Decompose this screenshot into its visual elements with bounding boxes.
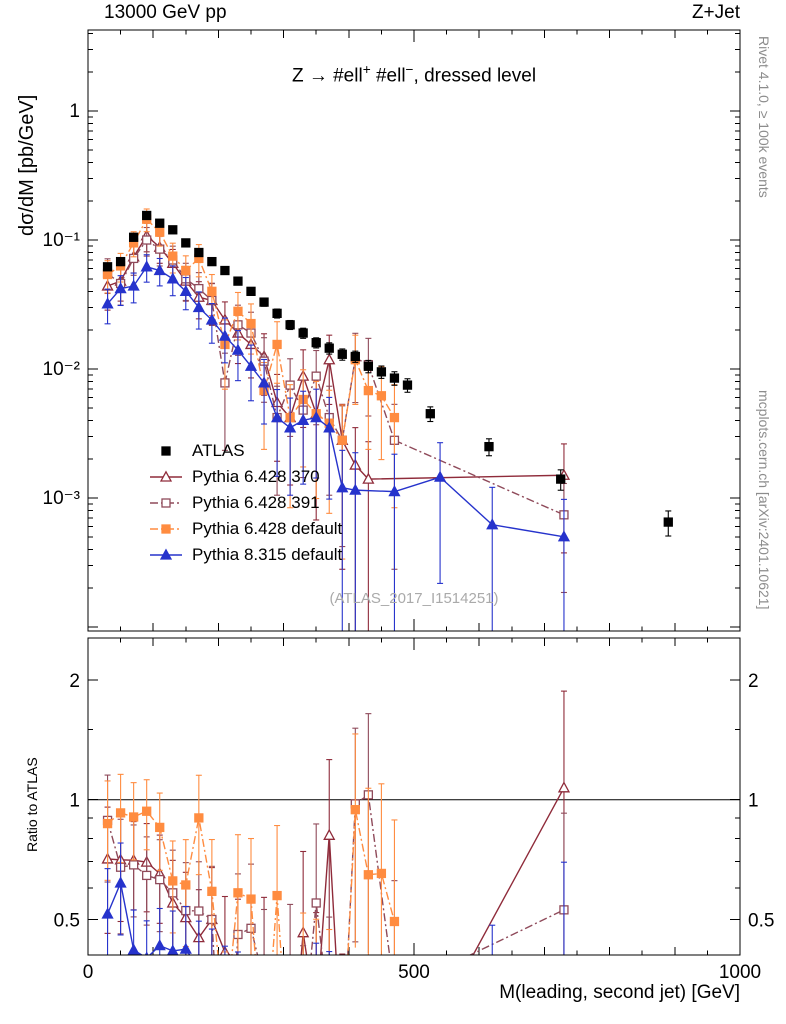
series-pythia-8-315-default-ratio	[101, 842, 567, 955]
legend-label-atlas: ATLAS	[192, 441, 245, 460]
legend-marker-atlas-icon	[161, 446, 171, 456]
plot-title: Z → #ell+ #ell−, dressed level	[88, 62, 740, 87]
ratio-y-axis-label: Ratio to ATLAS	[24, 757, 40, 852]
legend-marker-pythia-6428-370-icon	[150, 470, 182, 482]
axis-tick-labels: 1 10⁻¹ 10⁻² 10⁻³ 0.5 0.5 1 1 2 2 0 500 1000	[43, 101, 775, 983]
plot-title-sup-plus: +	[362, 62, 371, 77]
plot-title-pre: Z → #ell	[291, 65, 363, 87]
svg-text:0.5: 0.5	[748, 910, 774, 931]
legend-marker-pythia-6428-391-icon	[150, 498, 182, 508]
x-axis-label: M(leading, second jet) [GeV]	[499, 982, 740, 1003]
legend-item-pythia-6428-370: Pythia 6.428 370	[148, 464, 342, 490]
svg-text:10⁻³: 10⁻³	[43, 488, 81, 509]
ratio-panel-frame	[87, 637, 741, 956]
svg-text:2: 2	[69, 671, 80, 692]
series-pythia-6-428-default-ratio	[102, 733, 400, 955]
main-panel-frame	[87, 29, 741, 632]
svg-text:1: 1	[748, 791, 759, 812]
process-label: Z+Jet	[691, 2, 740, 23]
legend-label-pythia-8315-default: Pythia 8.315 default	[192, 545, 343, 564]
plot-title-post: , dressed level	[413, 65, 537, 87]
legend-label-pythia-6428-default: Pythia 6.428 default	[192, 519, 343, 538]
svg-text:0: 0	[83, 962, 94, 983]
series-atlas-main	[102, 210, 673, 537]
plot-title-mid: #ell	[370, 65, 406, 87]
legend: ATLAS Pythia 6.428 370 Pythia 6.428 391 …	[148, 438, 342, 568]
legend-item-atlas: ATLAS	[148, 438, 342, 464]
legend-label-pythia-6428-370: Pythia 6.428 370	[192, 467, 320, 486]
axis-ticks	[87, 30, 741, 955]
legend-marker-pythia-8315-default-icon	[150, 548, 182, 560]
svg-text:500: 500	[398, 962, 430, 983]
main-y-axis-label: dσ/dM [pb/GeV]	[16, 94, 38, 236]
svg-text:0.5: 0.5	[54, 910, 80, 931]
series-pythia-8-315-default-main	[101, 254, 571, 631]
svg-text:10⁻¹: 10⁻¹	[43, 230, 81, 251]
beam-energy-label: 13000 GeV pp	[104, 2, 227, 23]
svg-text:1: 1	[69, 101, 80, 122]
legend-marker-pythia-6428-default-icon	[150, 524, 182, 534]
svg-text:1000: 1000	[719, 962, 761, 983]
analysis-id-watermark: (ATLAS_2017_I1514251)	[329, 590, 499, 607]
svg-text:2: 2	[748, 671, 759, 692]
legend-item-pythia-8315-default: Pythia 8.315 default	[148, 542, 342, 568]
svg-text:1: 1	[69, 791, 80, 812]
mcplots-reference-note: mcplots.cern.ch [arXiv:2401.10621]	[756, 390, 772, 610]
legend-item-pythia-6428-391: Pythia 6.428 391	[148, 490, 342, 516]
rivet-version-note: Rivet 4.1.0, ≥ 100k events	[756, 36, 772, 198]
legend-item-pythia-6428-default: Pythia 6.428 default	[148, 516, 342, 542]
plot-title-sup-minus: −	[405, 62, 414, 77]
legend-label-pythia-6428-391: Pythia 6.428 391	[192, 493, 320, 512]
svg-text:10⁻²: 10⁻²	[43, 359, 81, 380]
